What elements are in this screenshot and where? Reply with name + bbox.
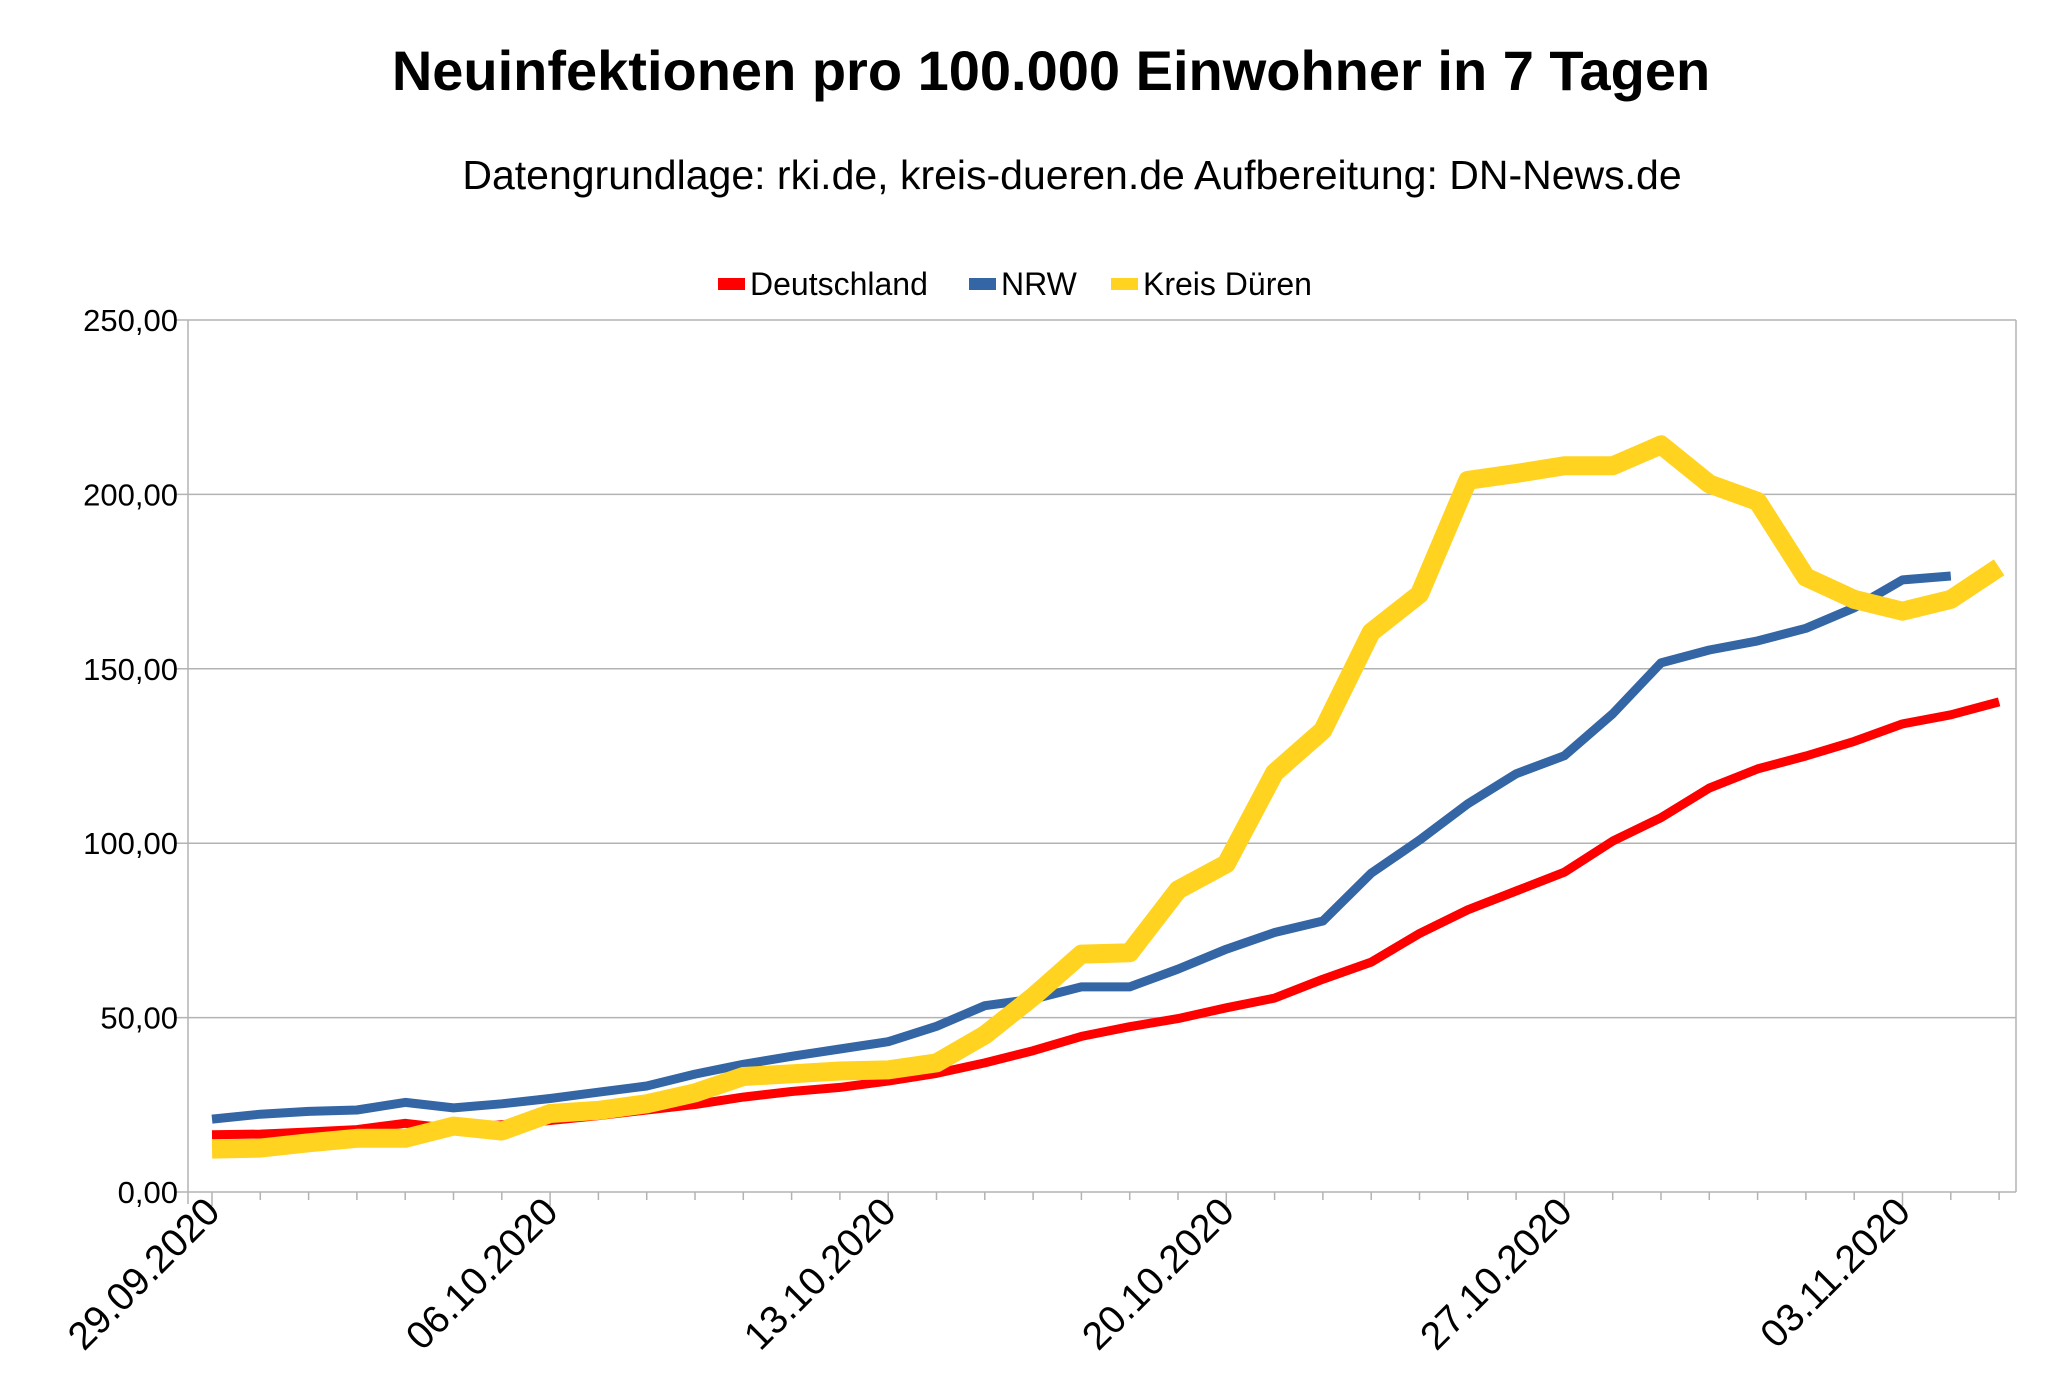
series-line-kreis-düren [211, 435, 2005, 1159]
x-axis: 29.09.2020 06.10.2020 13.10.2020 20.10.2020… [60, 1190, 2000, 1358]
y-tick-label: 100,00 [83, 826, 178, 861]
x-tick-label: 27.10.2020 [1412, 1190, 1580, 1358]
chart-subtitle: Datengrundlage: rki.de, kreis-dueren.de … [462, 152, 1681, 198]
gridlines [176, 319, 2017, 1204]
legend-swatch [1111, 278, 1138, 290]
chart-title: Neuinfektionen pro 100.000 Einwohner in … [392, 39, 1710, 102]
legend-label: NRW [1001, 266, 1078, 302]
y-tick-label: 250,00 [83, 303, 178, 338]
series-line-nrw [211, 571, 1952, 1124]
x-tick-label: 13.10.2020 [736, 1190, 904, 1358]
series-line-deutschland [211, 697, 2001, 1140]
legend-label: Deutschland [750, 266, 928, 302]
y-tick-label: 0,00 [118, 1175, 178, 1210]
x-tick-label: 20.10.2020 [1074, 1190, 1242, 1358]
series-lines [211, 435, 2005, 1159]
y-tick-label: 200,00 [83, 477, 178, 512]
y-tick-label: 50,00 [100, 1001, 178, 1036]
legend-swatch [718, 278, 745, 290]
y-axis: 0,00 50,00 100,00 150,00 200,00 250,00 [83, 303, 178, 1210]
y-tick-label: 150,00 [83, 652, 178, 687]
legend-swatch [969, 278, 996, 290]
legend-label: Kreis Düren [1143, 266, 1312, 302]
legend: Deutschland NRW Kreis Düren [718, 266, 1312, 302]
x-tick-label: 03.11.2020 [1752, 1190, 1918, 1356]
x-tick-label: 06.10.2020 [398, 1190, 566, 1358]
x-tick-label: 29.09.2020 [60, 1190, 228, 1358]
